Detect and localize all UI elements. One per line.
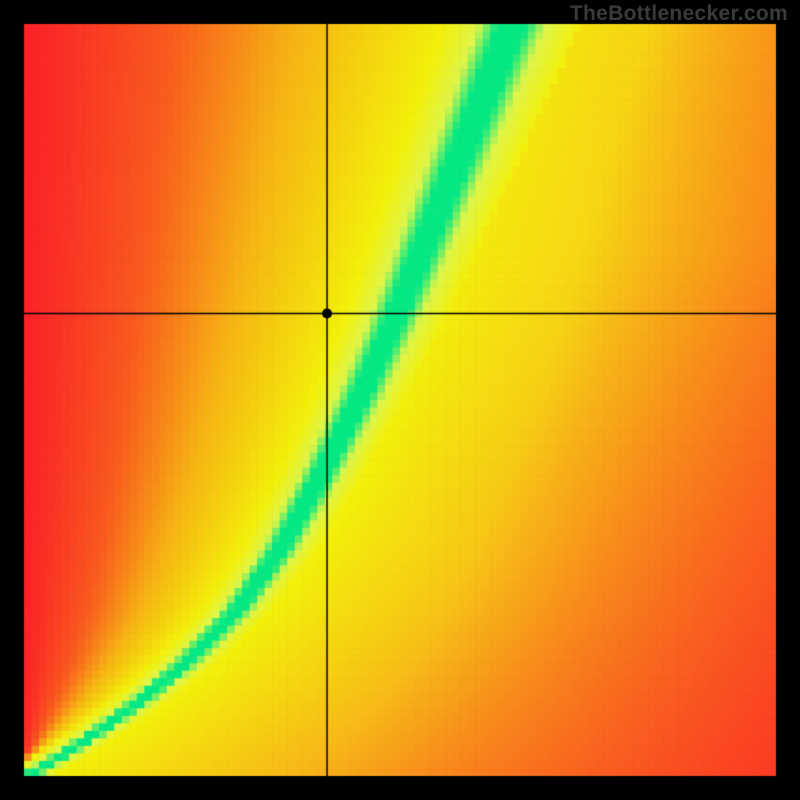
bottleneck-heatmap: [0, 0, 800, 800]
watermark-text: TheBottlenecker.com: [570, 2, 788, 26]
